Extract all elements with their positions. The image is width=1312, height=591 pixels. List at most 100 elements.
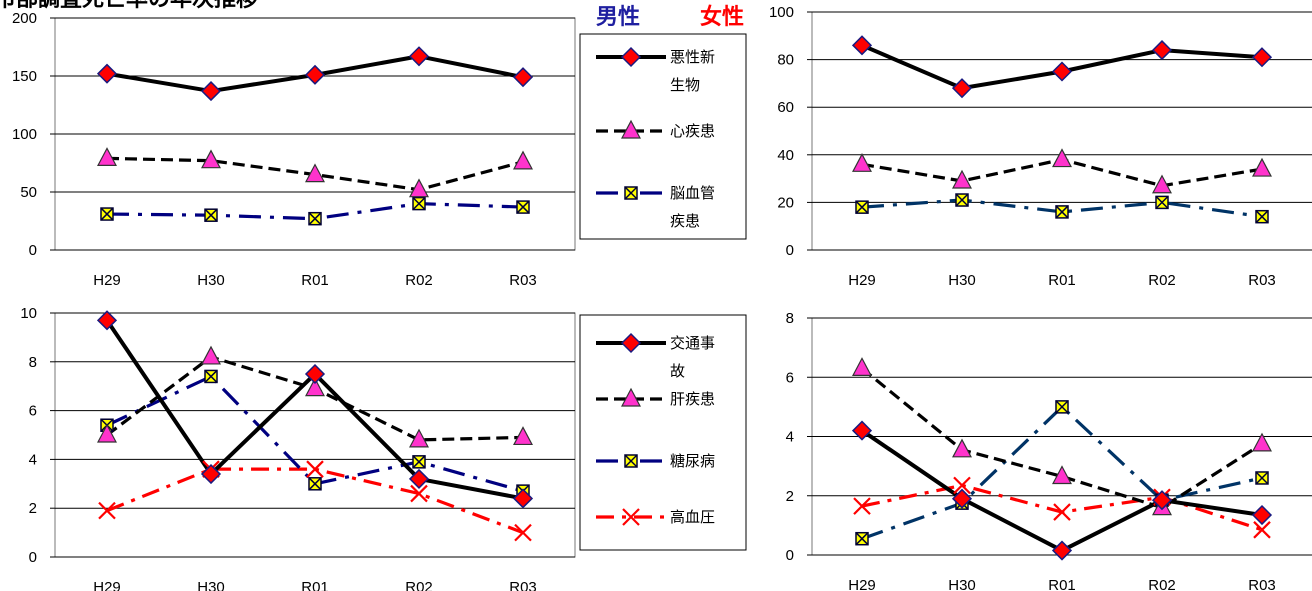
male-major-data-point [308, 211, 322, 226]
female-major-data-point [1152, 174, 1172, 194]
male-minor-data-point [308, 477, 322, 491]
male-minor-data-point [513, 426, 533, 446]
female-major-data-point [1151, 40, 1173, 61]
legend-top-swatches [596, 46, 666, 200]
female-minor-series-line [860, 428, 1263, 553]
male-major-data-point [516, 200, 530, 214]
male-minor-data-point [410, 484, 428, 503]
female-major-data-point [952, 169, 972, 189]
legend-swatch-marker [624, 186, 638, 200]
female-minor-xtick-label: H30 [948, 577, 976, 591]
figure-title: 市部調査死亡率の年次推移 [0, 0, 258, 12]
female-major-data-point [1051, 61, 1073, 82]
female-major-xtick-label: R01 [1048, 272, 1076, 289]
male-minor-xtick-label: R03 [509, 579, 537, 591]
female-major-ytick-label: 20 [777, 194, 794, 211]
female-major-data-point [1252, 157, 1272, 177]
male-minor-data-point [204, 369, 218, 384]
female-minor-series-line [861, 405, 1263, 541]
male-minor-ytick-label: 10 [20, 305, 37, 322]
male-minor-xtick-label: H29 [93, 579, 121, 591]
female-minor-data-point [853, 497, 871, 515]
male-major-xtick-label: R01 [301, 272, 329, 289]
legend-swatch-marker [621, 387, 641, 407]
female-major-data-point [955, 193, 969, 207]
female-major-data-point [1055, 205, 1069, 219]
female-major-data-point [951, 78, 973, 99]
female-major-ytick-label: 40 [777, 147, 794, 164]
male-major-ytick-label: 150 [12, 68, 37, 85]
legend-swatch-marker [624, 454, 638, 468]
female-minor-data-point [852, 357, 872, 376]
male-major-data-point [513, 150, 533, 170]
male-minor-data-point [412, 455, 426, 469]
male-minor-data-point [514, 523, 532, 542]
female-minor-data-point [1055, 400, 1069, 414]
male-major-data-point [97, 147, 117, 166]
male-major-data-point [412, 196, 426, 211]
male-minor-ytick-label: 6 [29, 403, 37, 420]
male-major-ytick-label: 200 [12, 10, 37, 27]
legend-bottom-item-4: 高血圧 [670, 508, 715, 526]
legend-bottom-item-1b: 故 [670, 362, 685, 380]
female-minor-ytick-label: 6 [786, 369, 794, 386]
female-major-ytick-label: 100 [769, 4, 794, 21]
male-major-data-point [408, 46, 430, 67]
male-minor-plot-frame [54, 312, 576, 558]
female-major-xtick-label: H29 [848, 272, 876, 289]
female-major-ytick-label: 0 [786, 242, 794, 259]
male-major-xtick-label: R02 [405, 272, 433, 289]
legend-top: 悪性新 生物 心疾患 脳血管 疾患 [579, 33, 747, 240]
male-minor-xtick-label: H30 [197, 579, 225, 591]
female-minor-data-point [1251, 504, 1273, 526]
male-minor-data-point [98, 501, 116, 520]
legend-top-item-3b: 疾患 [670, 212, 700, 230]
female-minor-ytick-label: 0 [786, 547, 794, 564]
legend-swatch-marker [621, 119, 641, 139]
legend-top-frame [579, 33, 747, 240]
female-minor-series-line [860, 367, 1263, 510]
female-minor-data-point [1051, 540, 1073, 561]
male-major-data-point [201, 149, 221, 169]
legend-bottom-item-3: 糖尿病 [670, 452, 715, 470]
female-minor-data-point [1053, 503, 1071, 521]
legend-bottom-item-1a: 交通事 [670, 334, 715, 352]
female-minor-ytick-label: 2 [786, 488, 794, 505]
female-major-ytick-label: 80 [777, 52, 794, 69]
female-major-data-point [1251, 47, 1273, 68]
male-minor-ytick-label: 4 [29, 451, 37, 468]
female-major-data-point [852, 153, 872, 172]
male-minor-series-line [106, 467, 524, 535]
male-minor-ytick-label: 2 [29, 500, 37, 517]
female-major-data-point [855, 200, 869, 214]
female-major-xtick-label: H30 [948, 272, 976, 289]
male-label: 男性 [596, 5, 640, 30]
legend-top-item-2: 心疾患 [670, 122, 715, 140]
female-minor-xtick-label: R01 [1048, 577, 1076, 591]
male-minor-chart: 0 2 4 6 8 10 H29 H30 R01 R02 R03 [20, 305, 576, 591]
male-major-ytick-label: 0 [29, 242, 37, 259]
female-major-xtick-label: R02 [1148, 272, 1176, 289]
female-major-ytick-label: 60 [777, 99, 794, 116]
male-minor-data-point [97, 423, 117, 443]
female-minor-data-point [1151, 490, 1173, 511]
female-minor-data-point [1252, 432, 1272, 452]
legend-bottom-frame [579, 314, 747, 551]
legend-swatch-marker [620, 46, 642, 68]
female-minor-xtick-label: R03 [1248, 577, 1276, 591]
female-minor-data-point [1253, 521, 1271, 539]
legend-bottom-swatches [596, 332, 666, 526]
male-major-xtick-label: H29 [93, 272, 121, 289]
male-major-data-point [305, 163, 325, 183]
female-minor-ytick-label: 8 [786, 310, 794, 327]
male-minor-ytick-label: 0 [29, 549, 37, 566]
male-major-ytick-label: 100 [12, 126, 37, 143]
female-minor-data-point [951, 488, 973, 509]
male-minor-data-point [200, 463, 222, 485]
male-major-data-point [96, 63, 118, 84]
male-minor-data-point [201, 345, 221, 365]
female-minor-data-point [855, 531, 869, 546]
male-minor-data-point [305, 377, 325, 397]
